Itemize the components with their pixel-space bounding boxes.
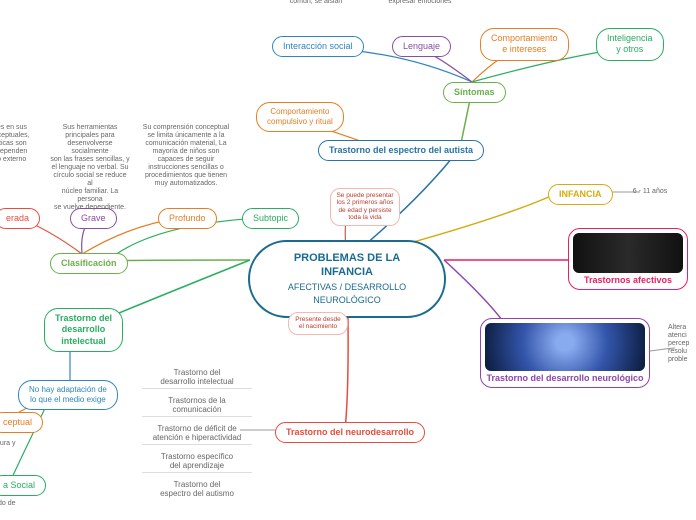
note-n7: tido de bbox=[0, 500, 25, 508]
node-compulsivo: Comportamiento compulsivo y ritual bbox=[256, 102, 344, 132]
list-0: Trastorno del desarrollo intelectual bbox=[142, 366, 252, 389]
node-no-adaptacion: No hay adaptación de lo que el medio exi… bbox=[18, 380, 118, 410]
neuro-image bbox=[485, 323, 645, 371]
node-neurodesarrollo: Trastorno del neurodesarrollo bbox=[275, 422, 425, 443]
note-n4: común, se aislan bbox=[276, 0, 356, 6]
node-social: a Social bbox=[0, 475, 46, 496]
node-subtopic: Subtopic bbox=[242, 208, 299, 229]
list-4: Trastorno del espectro del autismo bbox=[142, 478, 252, 500]
node-moderada: erada bbox=[0, 208, 40, 229]
note-n5: expresar emociones bbox=[380, 0, 460, 6]
tiny-t2: Presente desde el nacimiento bbox=[288, 312, 348, 335]
node-sintomas: Síntomas bbox=[443, 82, 506, 103]
img-afectivos: Trastornos afectivos bbox=[568, 228, 688, 290]
node-clasificacion: Clasificación bbox=[50, 253, 128, 274]
node-profundo: Profundo bbox=[158, 208, 217, 229]
node-desarrollo-int: Trastorno del desarrollo intelectual bbox=[44, 308, 123, 352]
node-interaccion: Interacción social bbox=[272, 36, 364, 57]
center-title: PROBLEMAS DE LA INFANCIA bbox=[294, 252, 400, 278]
node-infancia: INFANCIA bbox=[548, 184, 613, 205]
note-n9: Altera atenci percep resolu proble bbox=[668, 324, 696, 364]
note-n2: Sus herramientas principales para desenv… bbox=[50, 124, 130, 213]
afectivos-image bbox=[573, 233, 683, 273]
center-sub1: AFECTIVAS / DESARROLLO bbox=[268, 282, 426, 293]
tiny-t1: Se puede presentar los 2 primeros años d… bbox=[330, 188, 400, 226]
node-comportamiento: Comportamiento e intereses bbox=[480, 28, 569, 61]
list-3: Trastorno específico del aprendizaje bbox=[142, 450, 252, 473]
img-neuro: Trastorno del desarrollo neurológico bbox=[480, 318, 650, 388]
node-ceptual: ceptual bbox=[0, 412, 43, 433]
list-1: Trastornos de la comunicación bbox=[142, 394, 252, 417]
center-sub2: NEUROLÓGICO bbox=[268, 295, 426, 306]
center-node: PROBLEMAS DE LA INFANCIA AFECTIVAS / DES… bbox=[248, 240, 446, 318]
node-lenguaje: Lenguaje bbox=[392, 36, 451, 57]
note-n6: ctura y bbox=[0, 440, 25, 448]
note-n8: 6 - 11 años bbox=[625, 188, 675, 196]
list-2: Trastorno de déficit de atención e hiper… bbox=[142, 422, 252, 445]
note-n1: ades en sus conceptuales, rácticas son s… bbox=[0, 124, 38, 164]
node-inteligencia: Inteligencia y otros bbox=[596, 28, 664, 61]
node-autista: Trastorno del espectro del autista bbox=[318, 140, 484, 161]
note-n3: Su comprensión conceptual se limita únic… bbox=[142, 124, 230, 188]
